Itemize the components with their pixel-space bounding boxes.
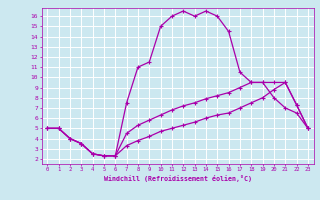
X-axis label: Windchill (Refroidissement éolien,°C): Windchill (Refroidissement éolien,°C) [104,175,252,182]
